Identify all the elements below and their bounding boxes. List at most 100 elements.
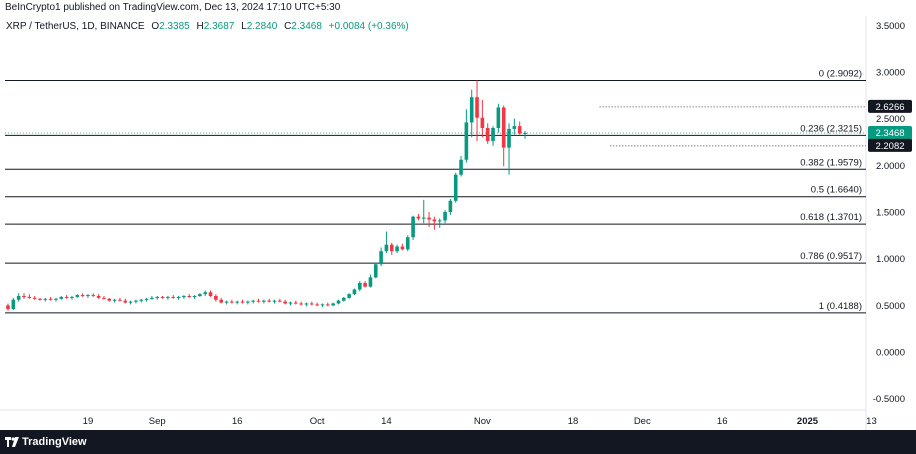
candle-body — [278, 300, 282, 302]
y-tick-label: 1.0000 — [876, 254, 905, 265]
candle-body — [246, 301, 250, 303]
y-tick-label: 2.0000 — [876, 161, 905, 172]
candle-body — [118, 299, 122, 301]
y-tick-label: 0.0000 — [876, 348, 905, 359]
close-value: 2.3468 — [291, 21, 322, 32]
candle-body — [208, 292, 213, 296]
candle-body — [102, 297, 106, 299]
candle-body — [139, 299, 144, 301]
x-tick-label: 16 — [717, 416, 728, 427]
x-tick-label: 2025 — [797, 416, 819, 427]
candle-body — [491, 128, 495, 142]
candle-body — [48, 298, 53, 300]
candle-body — [347, 294, 351, 298]
candle-body — [38, 298, 42, 300]
candle-body — [427, 217, 431, 220]
candle-body — [128, 301, 133, 303]
candle-body — [310, 303, 314, 305]
fib-level-label: 0.236 (2.3215) — [800, 123, 862, 134]
candle-body — [480, 117, 485, 128]
candle-body — [267, 300, 271, 302]
x-tick-label: Nov — [474, 416, 491, 427]
fib-level-label: 0.5 (1.6640) — [811, 185, 862, 196]
candle-body — [379, 251, 383, 265]
symbol-row: XRP / TetherUS, 1D, BINANCE O2.3385 H2.3… — [6, 21, 413, 32]
candle-body — [224, 301, 229, 303]
candle-body — [304, 303, 309, 305]
candlestick-chart[interactable]: 3.5000 3.0000 2.5000 2.0000 1.5000 1.0000 0.50… — [0, 0, 916, 430]
change-value: +0.0084 (+0.36%) — [328, 21, 409, 32]
candle-body — [299, 303, 303, 305]
publisher-line: BeInCrypto1 published on TradingView.com… — [5, 2, 341, 13]
candle-body — [475, 97, 479, 118]
candle-body — [373, 264, 378, 278]
open-key: O — [151, 21, 160, 32]
brand-name[interactable]: TradingView — [22, 436, 87, 448]
x-tick-label: 14 — [381, 416, 392, 427]
price-tag — [868, 138, 912, 152]
candle-body — [187, 296, 192, 297]
candle-body — [464, 122, 469, 160]
candle-body — [96, 296, 101, 298]
candle-body — [272, 300, 277, 302]
candle-body — [336, 300, 341, 304]
candle-body — [496, 107, 501, 128]
x-tick-label: 19 — [83, 416, 94, 427]
candle-body — [214, 296, 218, 300]
candle-body — [262, 300, 266, 302]
symbol-name[interactable]: XRP / TetherUS, 1D, BINANCE — [6, 21, 145, 32]
candle-body — [256, 300, 261, 302]
candle-body — [368, 277, 373, 287]
candle-body — [363, 282, 367, 287]
x-tick-label: 13 — [866, 416, 877, 427]
y-tick-label: -0.5000 — [873, 394, 905, 405]
candle-body — [240, 301, 245, 303]
candle-body — [6, 305, 10, 310]
footer-bar: TradingView — [0, 430, 916, 454]
y-tick-label: 3.5000 — [876, 21, 905, 32]
candle-body — [235, 301, 239, 303]
fib-level-label: 0.786 (0.9517) — [800, 251, 862, 262]
candle-body — [421, 217, 426, 219]
candle-body — [192, 296, 197, 297]
low-value: 2.2840 — [246, 21, 278, 32]
y-tick-label: 0.5000 — [876, 301, 905, 312]
candle-body — [326, 304, 330, 306]
candle-body — [432, 219, 437, 222]
candle-body — [512, 126, 517, 129]
candle-body — [144, 298, 149, 300]
candle-body — [400, 246, 405, 250]
candle-body — [27, 296, 32, 298]
candle-body — [395, 246, 399, 252]
candle-body — [437, 220, 442, 222]
candle-body — [112, 299, 117, 301]
candle-body — [166, 296, 170, 298]
candle-body — [411, 216, 415, 238]
candle-body — [523, 132, 527, 134]
candle-body — [219, 299, 223, 303]
candle-body — [453, 174, 458, 201]
candle-body — [171, 296, 176, 298]
current-price-value: 2.3468 — [875, 128, 904, 139]
candle-body — [91, 295, 96, 297]
candle-body — [517, 126, 522, 134]
candle-body — [485, 128, 490, 142]
price-tag-value: 2.2082 — [875, 141, 904, 152]
candle-body — [80, 295, 85, 297]
fib-level-label: 0.382 (1.9579) — [800, 157, 862, 168]
candle-body — [251, 300, 255, 302]
candle-body — [389, 244, 394, 252]
candle-body — [230, 301, 234, 303]
x-tick-label: Sep — [149, 416, 166, 427]
candle-body — [315, 304, 319, 306]
candle-body — [501, 107, 506, 148]
candle-body — [32, 297, 37, 299]
tradingview-logo-icon — [5, 437, 19, 447]
candle-body — [75, 295, 80, 297]
candle-body — [448, 200, 453, 212]
close-key: C — [284, 21, 292, 32]
candle-body — [123, 300, 128, 303]
fib-level-label: 1 (0.4188) — [819, 301, 862, 312]
x-tick-label: Dec — [634, 416, 651, 427]
fib-level-label: 0 (2.9092) — [819, 68, 862, 79]
